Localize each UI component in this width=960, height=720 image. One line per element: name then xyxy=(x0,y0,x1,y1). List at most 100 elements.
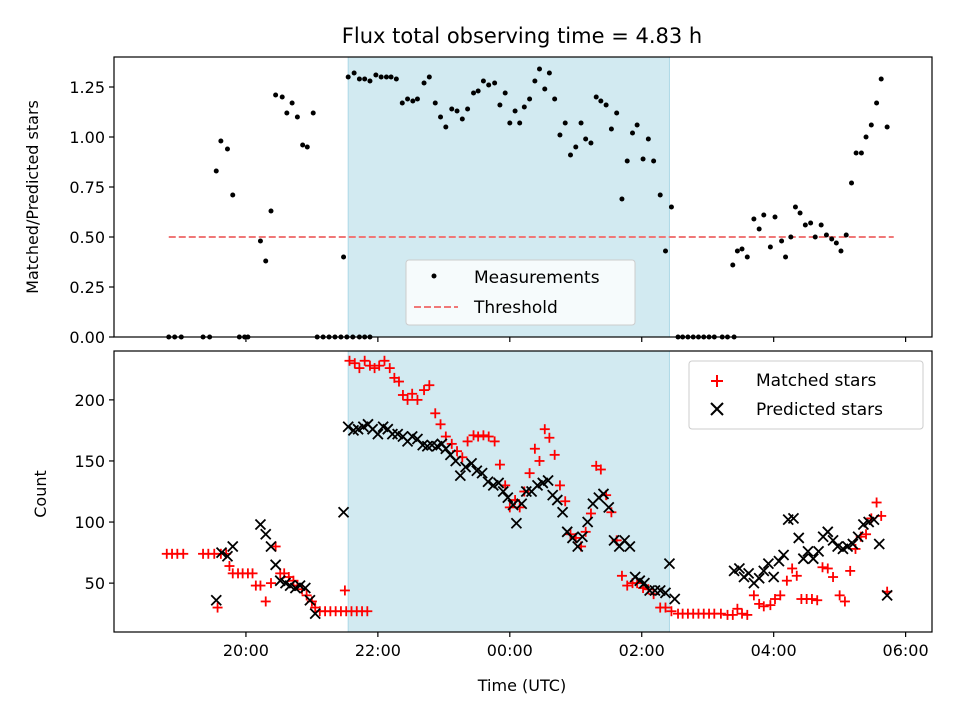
data-point-matched xyxy=(354,363,365,374)
x-stroke-b xyxy=(440,443,452,455)
data-point-measurement xyxy=(884,124,890,130)
data-point-measurement xyxy=(779,238,785,244)
x-stroke-b xyxy=(444,449,457,461)
x-stroke-b xyxy=(372,428,384,440)
data-point-measurement xyxy=(767,244,773,250)
data-point-matched xyxy=(616,570,627,581)
y-tick-label: 0.00 xyxy=(69,328,105,347)
data-point-measurement xyxy=(818,222,824,228)
x-stroke-b xyxy=(221,550,234,562)
data-point-predicted xyxy=(773,555,785,567)
data-point-measurement xyxy=(273,92,279,98)
data-point-matched xyxy=(489,436,500,447)
data-point-matched xyxy=(791,570,802,581)
x-stroke-b xyxy=(492,477,505,489)
data-point-measurement xyxy=(341,254,347,260)
data-point-matched xyxy=(407,388,418,399)
data-point-matched xyxy=(384,363,395,374)
data-point-matched xyxy=(554,480,565,491)
x-stroke-b xyxy=(294,579,306,592)
x-stroke-b xyxy=(502,491,514,504)
data-point-predicted xyxy=(768,571,780,583)
x-stroke-b xyxy=(279,577,292,589)
x-stroke-b xyxy=(802,545,814,558)
data-point-matched xyxy=(748,590,759,601)
x-stroke-b xyxy=(868,513,880,526)
x-tick-label: 04:00 xyxy=(751,641,797,660)
x-stroke-b xyxy=(793,532,805,544)
data-point-predicted xyxy=(812,545,825,558)
data-point-measurement xyxy=(858,150,864,156)
x-stroke-b xyxy=(777,549,790,561)
data-point-matched xyxy=(622,580,633,591)
data-point-matched xyxy=(595,464,606,475)
y-tick-label: 1.25 xyxy=(69,78,105,97)
data-point-matched xyxy=(534,455,545,466)
data-point-predicted xyxy=(215,546,228,559)
data-point-measurement xyxy=(624,158,630,164)
data-point-matched xyxy=(419,385,430,396)
series-measurements xyxy=(166,66,890,340)
data-point-matched xyxy=(758,601,769,612)
data-point-matched xyxy=(379,355,390,366)
data-point-predicted xyxy=(777,549,790,561)
data-point-matched xyxy=(339,585,350,596)
data-point-predicted xyxy=(597,488,610,500)
x-stroke-b xyxy=(572,540,584,553)
data-point-measurement xyxy=(761,212,767,218)
data-point-predicted xyxy=(576,531,589,543)
data-point-predicted xyxy=(372,428,384,440)
data-point-predicted xyxy=(516,498,528,510)
data-point-matched xyxy=(727,609,738,620)
bottom-plot-area: 50 100 150 200 20:00 22:00 00:00 02:00 04:00 06:0… xyxy=(74,350,933,660)
data-point-predicted xyxy=(762,557,775,570)
legend-measurements-marker xyxy=(431,273,437,279)
data-point-matched xyxy=(817,562,828,573)
x-stroke-b xyxy=(516,498,528,510)
data-point-measurement xyxy=(542,86,548,92)
data-point-measurement xyxy=(410,98,416,104)
data-point-measurement xyxy=(257,238,263,244)
data-point-measurement xyxy=(744,254,750,260)
x-stroke-b xyxy=(566,532,579,544)
x-stroke-b xyxy=(411,433,424,445)
y-tick-label: 100 xyxy=(74,513,105,532)
x-stroke-b xyxy=(337,506,350,518)
x-stroke-b xyxy=(807,553,819,565)
data-point-predicted xyxy=(497,485,509,498)
data-point-measurement xyxy=(634,122,640,128)
data-point-predicted xyxy=(299,582,311,594)
x-stroke-b xyxy=(260,528,272,540)
top-chart: Flux total observing time = 4.83 h 0.00 0… xyxy=(23,24,933,347)
data-point-matched xyxy=(397,389,408,400)
data-point-predicted xyxy=(510,517,523,529)
x-stroke-b xyxy=(608,534,620,547)
data-point-matched xyxy=(660,602,671,613)
data-point-matched xyxy=(359,355,370,366)
data-point-predicted xyxy=(638,577,651,589)
data-point-predicted xyxy=(566,532,579,544)
data-point-measurement xyxy=(751,216,757,222)
data-point-matched xyxy=(344,355,355,366)
data-point-matched xyxy=(212,602,223,613)
data-point-matched xyxy=(822,563,833,574)
data-point-measurement xyxy=(502,90,508,96)
x-stroke-b xyxy=(309,608,321,620)
data-point-measurement xyxy=(829,236,835,242)
data-point-measurement xyxy=(843,232,849,238)
data-point-predicted xyxy=(827,534,839,547)
x-stroke-b xyxy=(618,534,631,547)
data-point-measurement xyxy=(657,192,663,198)
data-point-measurement xyxy=(527,96,533,102)
data-point-measurement xyxy=(808,220,814,226)
data-point-matched xyxy=(732,603,743,614)
data-point-matched xyxy=(524,468,535,479)
x-stroke-b xyxy=(520,485,532,498)
data-point-matched xyxy=(178,548,189,559)
x-stroke-b xyxy=(556,506,569,518)
data-point-matched xyxy=(446,438,457,449)
data-point-measurement xyxy=(573,144,579,150)
data-point-matched xyxy=(473,431,484,442)
x-stroke-b xyxy=(576,531,589,543)
data-point-measurement xyxy=(432,100,438,106)
